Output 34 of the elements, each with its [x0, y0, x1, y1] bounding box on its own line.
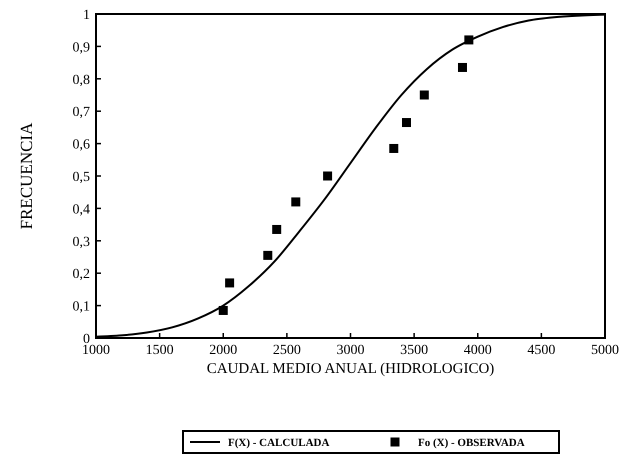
- x-tick-label: 3000: [336, 343, 364, 358]
- y-tick-label: 0,6: [72, 138, 90, 153]
- y-axis-title: FRECUENCIA: [17, 122, 36, 230]
- point: [272, 224, 282, 234]
- legend-label: F(X) - CALCULADA: [228, 437, 330, 449]
- y-tick-label: 0,9: [72, 40, 90, 56]
- point: [218, 306, 228, 315]
- point: [263, 250, 272, 260]
- point: [291, 197, 300, 206]
- point: [225, 278, 234, 288]
- y-tick-label: 0,2: [72, 267, 90, 282]
- y-tick-label: 0,5: [72, 170, 90, 185]
- x-tick-label: 4000: [464, 343, 492, 358]
- x-tick-label: 5000: [591, 343, 619, 358]
- y-tick-label: 0,3: [72, 234, 90, 250]
- point: [420, 90, 429, 100]
- point: [458, 62, 467, 72]
- y-tick-label: 0,1: [72, 300, 90, 315]
- x-tick-label: 1500: [146, 343, 174, 358]
- point: [464, 35, 474, 44]
- x-tick-label: 1000: [82, 343, 110, 358]
- y-tick-label: 0,4: [72, 202, 90, 218]
- y-tick-label: 0,7: [72, 105, 90, 120]
- point: [402, 118, 411, 128]
- x-tick-label: 2000: [209, 343, 238, 358]
- point: [323, 172, 332, 180]
- x-tick-label: 3500: [400, 343, 428, 358]
- legend-label: Fo (X) - OBSERVADA: [418, 437, 525, 449]
- y-tick-label: 1: [83, 8, 90, 23]
- point: [389, 144, 398, 153]
- x-tick-label: 4500: [527, 343, 556, 358]
- y-tick-label: 0,8: [72, 72, 90, 88]
- x-axis-title: CAUDAL MEDIO ANUAL (HIDROLOGICO): [206, 361, 494, 377]
- x-tick-label: 2500: [272, 343, 301, 358]
